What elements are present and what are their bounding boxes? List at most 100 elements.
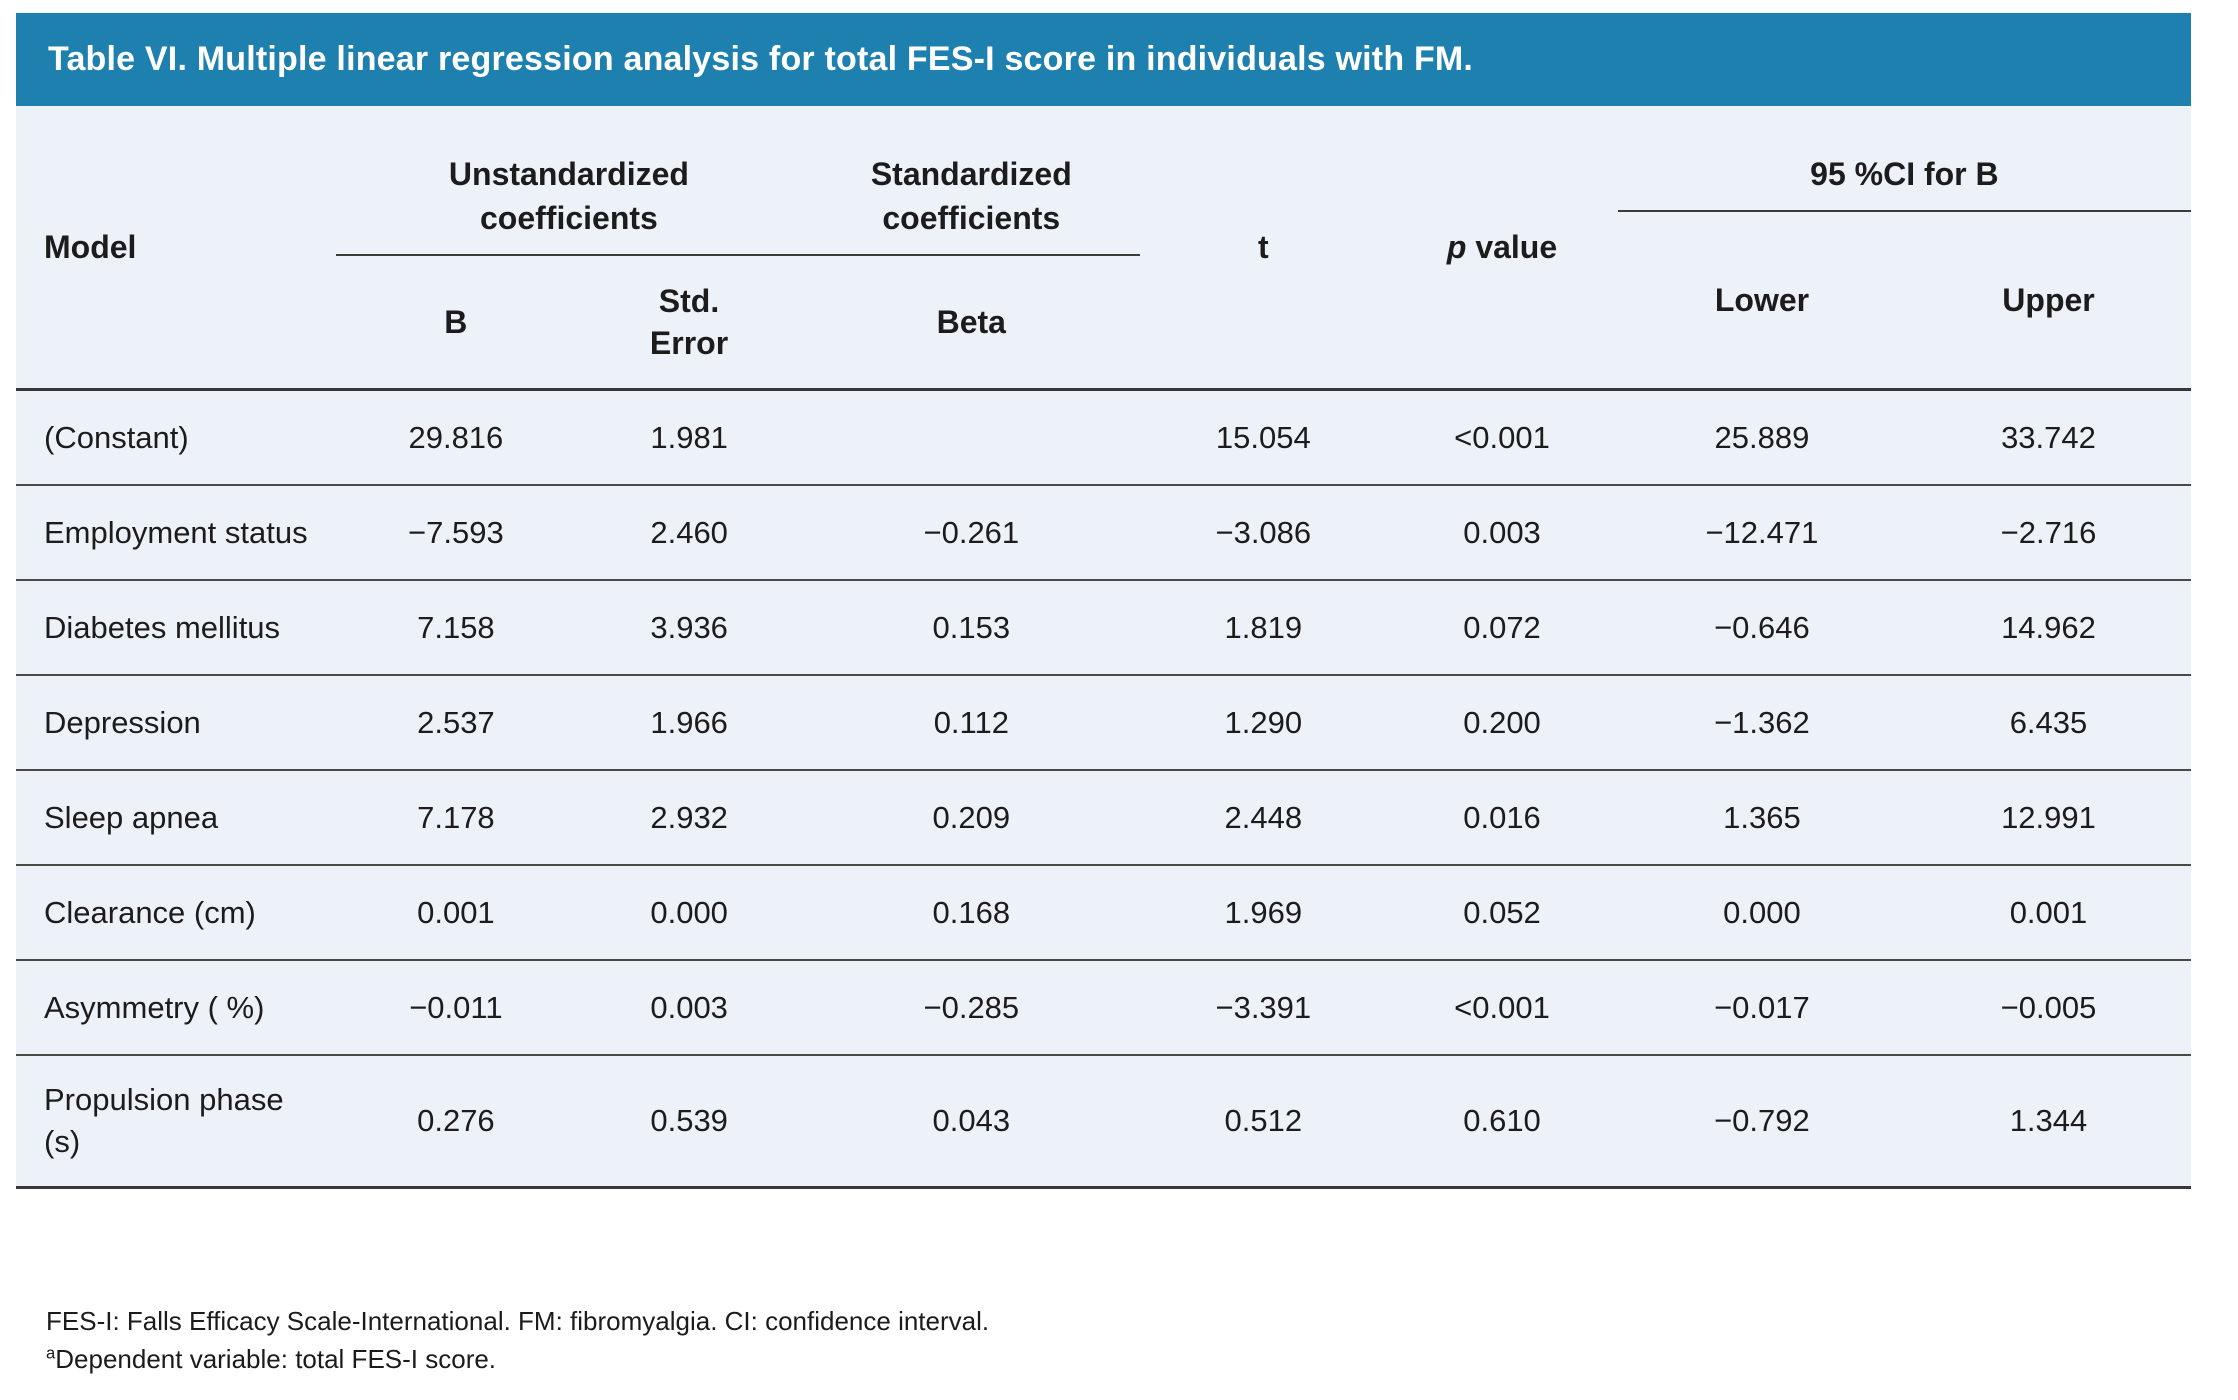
table-title: Table VI. Multiple linear regression ana… xyxy=(48,40,1474,78)
cell-beta xyxy=(802,415,1140,461)
header-upper: Upper xyxy=(2002,282,2095,318)
cell-model: Diabetes mellitus xyxy=(44,609,281,645)
table-row: Asymmetry ( %) −0.011 0.003 −0.285 −3.391 <0.… xyxy=(16,961,2191,1056)
cell-t: 1.819 xyxy=(1224,609,1303,645)
coefficients-underline xyxy=(335,254,1141,256)
cell-std-error: 0.003 xyxy=(650,989,728,1025)
cell-t: −3.086 xyxy=(1215,514,1312,550)
cell-t: 0.512 xyxy=(1224,1103,1303,1138)
cell-t: 1.290 xyxy=(1224,704,1303,740)
header-b: B xyxy=(444,304,468,340)
table-title-bar: Table VI. Multiple linear regression ana… xyxy=(16,13,2191,106)
cell-lower: 1.365 xyxy=(1723,799,1801,835)
cell-p-value: 0.003 xyxy=(1463,514,1541,550)
cell-beta: 0.112 xyxy=(933,704,1009,740)
cell-b: −0.011 xyxy=(409,989,503,1025)
cell-beta: 0.153 xyxy=(932,609,1011,645)
regression-table-card: Table VI. Multiple linear regression ana… xyxy=(16,13,2191,1189)
cell-t: 1.969 xyxy=(1224,894,1303,930)
cell-upper: 1.344 xyxy=(2009,1103,2088,1138)
cell-b: −7.593 xyxy=(408,514,504,550)
cell-upper: −2.716 xyxy=(2000,514,2097,550)
cell-model: (Constant) xyxy=(44,419,189,455)
cell-b: 0.276 xyxy=(417,1103,495,1138)
cell-p-value: 0.610 xyxy=(1463,1103,1541,1138)
cell-model: Sleep apnea xyxy=(44,799,219,835)
cell-model: Employment status xyxy=(44,514,308,550)
cell-upper: 6.435 xyxy=(2009,704,2088,740)
header-group-coefficients: Unstandardized coefficients Standardized… xyxy=(335,106,1141,388)
table-header: Model Unstandardized coefficients Standa… xyxy=(16,106,2191,391)
cell-p-value: 0.016 xyxy=(1463,799,1541,835)
table-row: Sleep apnea 7.178 2.932 0.209 2.448 0.016 1.36… xyxy=(16,771,2191,866)
cell-std-error: 0.000 xyxy=(650,894,728,930)
ci-underline xyxy=(1617,210,2191,212)
cell-t: 2.448 xyxy=(1224,799,1303,835)
header-lower: Lower xyxy=(1714,282,1810,318)
cell-lower: −0.646 xyxy=(1714,609,1810,645)
header-beta: Beta xyxy=(936,304,1006,340)
cell-upper: 12.991 xyxy=(2001,799,2096,835)
cell-lower: 0.000 xyxy=(1723,894,1801,930)
table-body: (Constant) 29.816 1.981 15.054 <0.001 25.889 3… xyxy=(16,391,2191,1186)
cell-lower: −1.362 xyxy=(1714,704,1810,740)
cell-upper: 33.742 xyxy=(2001,419,2096,455)
header-group-ci: 95 %CI for B Lower Upper xyxy=(1617,106,2191,388)
footnote-marker: a xyxy=(46,1343,56,1363)
cell-p-value: 0.052 xyxy=(1463,894,1541,930)
header-std-error: Std. Error xyxy=(649,283,729,361)
cell-b: 2.537 xyxy=(417,704,495,740)
header-p-value: p value xyxy=(1386,106,1618,388)
cell-upper: 14.962 xyxy=(2001,609,2096,645)
table-row: (Constant) 29.816 1.981 15.054 <0.001 25.889 3… xyxy=(16,391,2191,486)
cell-model: Propulsion phase (s) xyxy=(44,1082,284,1159)
table-row: Clearance (cm) 0.001 0.000 0.168 1.969 0.052 0… xyxy=(16,866,2191,961)
footnote-dependent-text: Dependent variable: total FES-I score. xyxy=(55,1344,497,1374)
cell-beta: 0.043 xyxy=(932,1103,1011,1138)
cell-std-error: 1.966 xyxy=(650,704,728,740)
cell-model: Asymmetry ( %) xyxy=(44,989,265,1025)
header-standardized-coefficients: Standardized coefficients xyxy=(870,156,1072,236)
cell-beta: −0.261 xyxy=(923,514,1020,550)
cell-model: Clearance (cm) xyxy=(44,894,256,930)
cell-t: −3.391 xyxy=(1215,989,1312,1025)
cell-beta: 0.168 xyxy=(932,894,1011,930)
cell-lower: −0.792 xyxy=(1714,1103,1810,1138)
cell-std-error: 2.932 xyxy=(650,799,728,835)
cell-b: 0.001 xyxy=(417,894,495,930)
cell-b: 29.816 xyxy=(408,419,504,455)
footnote-abbreviations: FES-I: Falls Efficacy Scale-Internationa… xyxy=(46,1306,990,1336)
cell-std-error: 1.981 xyxy=(650,419,728,455)
cell-std-error: 3.936 xyxy=(650,609,728,645)
header-p-rest: value xyxy=(1466,228,1558,265)
cell-b: 7.178 xyxy=(417,799,495,835)
cell-lower: −0.017 xyxy=(1714,989,1810,1025)
cell-b: 7.158 xyxy=(417,609,495,645)
cell-upper: −0.005 xyxy=(2000,989,2097,1025)
header-t: t xyxy=(1257,228,1269,265)
cell-beta: −0.285 xyxy=(923,989,1020,1025)
header-p-italic: p xyxy=(1446,228,1467,265)
cell-p-value: <0.001 xyxy=(1454,419,1550,455)
table-row: Diabetes mellitus 7.158 3.936 0.153 1.819 0.0… xyxy=(16,581,2191,676)
table-row: Employment status −7.593 2.460 −0.261 −3.086… xyxy=(16,486,2191,581)
header-unstandardized-coefficients: Unstandardized coefficients xyxy=(448,156,689,236)
footnote-dependent-variable: aDependent variable: total FES-I score. xyxy=(46,1340,989,1378)
table-row: Depression 2.537 1.966 0.112 1.290 0.200 −1.36… xyxy=(16,676,2191,771)
cell-p-value: <0.001 xyxy=(1454,989,1550,1025)
cell-lower: 25.889 xyxy=(1714,419,1810,455)
cell-p-value: 0.200 xyxy=(1463,704,1541,740)
cell-model: Depression xyxy=(44,704,201,740)
cell-std-error: 2.460 xyxy=(650,514,728,550)
cell-t: 15.054 xyxy=(1215,419,1311,455)
cell-std-error: 0.539 xyxy=(650,1103,728,1138)
table-row: Propulsion phase (s) 0.276 0.539 0.043 0.512… xyxy=(16,1056,2191,1186)
cell-p-value: 0.072 xyxy=(1463,609,1541,645)
header-95ci-for-b: 95 %CI for B xyxy=(1810,156,1999,192)
cell-beta: 0.209 xyxy=(932,799,1011,835)
cell-upper: 0.001 xyxy=(2009,894,2088,930)
table-footnotes: FES-I: Falls Efficacy Scale-Internationa… xyxy=(46,1302,989,1378)
header-model: Model xyxy=(44,228,137,265)
cell-lower: −12.471 xyxy=(1705,514,1819,550)
